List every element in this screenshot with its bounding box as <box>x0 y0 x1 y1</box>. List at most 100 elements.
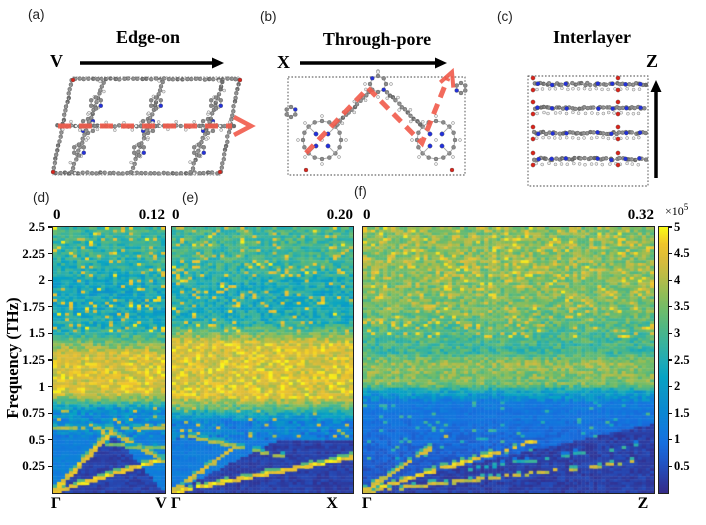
atom <box>81 150 86 155</box>
atom <box>625 136 629 140</box>
atom <box>192 145 197 150</box>
atom <box>416 145 421 150</box>
atom <box>612 111 616 115</box>
atom <box>615 150 621 156</box>
atom <box>174 120 178 124</box>
atom <box>156 120 161 124</box>
atom <box>535 105 540 110</box>
atom <box>201 150 206 155</box>
atom <box>69 119 73 124</box>
atom <box>576 111 581 115</box>
atom <box>150 128 156 134</box>
atom <box>530 87 536 93</box>
atom <box>396 95 400 100</box>
atom <box>553 111 558 115</box>
atom <box>612 136 617 140</box>
atom <box>200 118 206 124</box>
atom <box>201 145 206 150</box>
kmin-label-d: 0 <box>53 207 61 223</box>
atom <box>320 114 324 118</box>
atom <box>204 137 208 141</box>
atom <box>132 145 137 150</box>
atom <box>615 87 621 93</box>
atom <box>642 106 647 111</box>
atom <box>72 150 77 155</box>
atom <box>385 96 389 100</box>
atom <box>582 136 586 140</box>
atom <box>637 135 641 140</box>
atom <box>375 73 381 79</box>
atom <box>303 121 307 125</box>
atom <box>439 143 445 149</box>
y-tick-mark <box>48 279 53 281</box>
atom <box>72 145 77 150</box>
atom <box>149 98 154 103</box>
atom <box>530 162 536 168</box>
atom <box>293 112 298 117</box>
atom <box>319 118 325 124</box>
atom <box>158 98 163 103</box>
colorbar-tick-label: 4.5 <box>674 246 690 261</box>
atom <box>530 99 536 105</box>
atom <box>132 171 137 176</box>
path-start-e: Γ <box>170 495 182 512</box>
atom <box>623 156 628 162</box>
atom <box>427 143 433 149</box>
atom <box>325 143 331 149</box>
atom <box>370 76 375 81</box>
atom <box>136 142 142 147</box>
atom <box>564 131 569 136</box>
y-tick-label: 1 <box>38 378 46 394</box>
atom <box>418 122 423 127</box>
atom <box>615 124 621 130</box>
y-tick-mark <box>48 465 53 468</box>
atom <box>320 162 324 166</box>
atom <box>564 106 569 111</box>
atom <box>458 90 464 96</box>
atom <box>217 79 221 83</box>
atom <box>92 123 98 129</box>
atom <box>610 106 615 111</box>
atom <box>84 138 88 142</box>
atom <box>536 131 541 137</box>
atom <box>458 80 464 86</box>
atom <box>565 135 569 140</box>
y-tick-mark <box>48 332 53 335</box>
atom <box>218 98 223 103</box>
colorbar-tick-mark <box>668 226 672 228</box>
atom <box>410 138 414 142</box>
atom <box>74 124 78 128</box>
kmin-label-e: 0 <box>172 207 180 223</box>
atom <box>452 137 458 143</box>
atom <box>327 155 332 160</box>
atom <box>631 112 636 116</box>
direction-label-z: Z <box>646 51 659 71</box>
atom <box>615 162 621 168</box>
direction-arrow-head <box>650 80 662 92</box>
atom <box>217 169 223 175</box>
atom <box>433 118 439 124</box>
atom <box>638 81 643 87</box>
y-tick-label: 1.75 <box>22 298 45 314</box>
atom <box>623 82 628 87</box>
y-tick-mark <box>48 252 53 255</box>
direction-arrow-head <box>435 57 447 69</box>
atom <box>540 162 544 167</box>
atom <box>535 136 539 140</box>
atom <box>98 79 102 84</box>
panel-label-b: (b) <box>260 9 277 24</box>
y-tick-mark <box>48 385 53 388</box>
kmin-label-f: 0 <box>363 207 371 223</box>
atom <box>433 156 439 162</box>
atom <box>564 111 569 116</box>
heatmap-gamma-x <box>171 226 354 494</box>
atom <box>389 82 393 86</box>
heatmap-gamma-v <box>52 226 166 494</box>
atom <box>302 130 307 135</box>
y-tick-label: 0.75 <box>22 405 45 421</box>
atom <box>571 87 575 91</box>
panel-label-d: (d) <box>33 190 50 205</box>
direction-arrow-head <box>212 57 224 69</box>
atom <box>638 105 643 110</box>
atom <box>636 111 641 116</box>
